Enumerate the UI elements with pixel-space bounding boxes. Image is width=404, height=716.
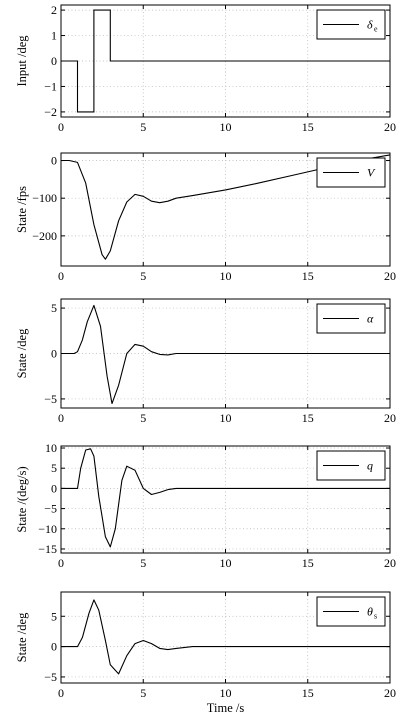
y-tick-label: −1 — [44, 79, 57, 93]
x-axis-label: Time /s — [207, 701, 245, 715]
y-tick-label: 5 — [51, 609, 57, 623]
series-line — [61, 154, 391, 260]
legend: V — [316, 157, 386, 188]
series-line — [61, 304, 390, 405]
series-line — [61, 599, 390, 675]
y-tick-label: 0 — [51, 347, 57, 361]
y-axis-label: State /(deg/s) — [15, 466, 29, 532]
legend-subscript: e — [374, 25, 378, 34]
y-tick-label: 1 — [51, 29, 57, 43]
legend-symbol: V — [367, 166, 376, 180]
x-tick-label: 10 — [220, 411, 232, 425]
y-tick-label: −100 — [32, 191, 57, 205]
y-tick-label: −2 — [44, 105, 57, 119]
legend-symbol: q — [367, 459, 373, 473]
x-tick-label: 15 — [302, 556, 314, 570]
x-tick-label: 5 — [140, 269, 146, 283]
subplot-2: 0 5 10 15 20 −200 −100 0 State /fps V — [15, 152, 396, 283]
subplot-4: 0 5 10 15 20 −15 −10 −5 0 5 10 State /(deg/s) q — [15, 441, 396, 570]
x-tick-label: 10 — [220, 120, 232, 134]
x-tick-label: 0 — [58, 269, 64, 283]
legend: α — [316, 303, 386, 334]
series-line — [61, 448, 390, 548]
y-axis-label: State /deg — [15, 328, 29, 378]
x-tick-label: 10 — [220, 556, 232, 570]
y-tick-label: 0 — [51, 640, 57, 654]
x-tick-label: 10 — [220, 686, 232, 700]
x-tick-label: 10 — [220, 269, 232, 283]
x-tick-label: 5 — [140, 120, 146, 134]
x-tick-label: 20 — [384, 269, 396, 283]
y-tick-label: 5 — [51, 301, 57, 315]
legend-symbol: θ — [367, 605, 373, 619]
y-tick-label: −10 — [38, 522, 57, 536]
legend-subscript: s — [374, 612, 377, 621]
x-tick-label: 15 — [302, 686, 314, 700]
y-tick-label: 0 — [51, 481, 57, 495]
series-line — [61, 9, 390, 113]
y-axis-label: Input /deg — [15, 35, 29, 87]
x-tick-label: 20 — [384, 556, 396, 570]
x-tick-label: 20 — [384, 120, 396, 134]
legend: q — [316, 450, 386, 481]
y-tick-label: 0 — [51, 54, 57, 68]
legend-symbol: α — [367, 312, 374, 326]
y-axis-label: State /deg — [15, 612, 29, 662]
y-tick-label: −15 — [38, 542, 57, 556]
x-tick-label: 5 — [140, 686, 146, 700]
x-tick-label: 15 — [302, 269, 314, 283]
y-tick-label: 2 — [51, 3, 57, 17]
subplot-1: 0 5 10 15 20 −2 −1 0 1 2 Input /deg δ e — [15, 3, 396, 134]
legend-symbol: δ — [367, 18, 373, 32]
x-tick-label: 5 — [140, 411, 146, 425]
x-tick-label: 0 — [58, 411, 64, 425]
x-tick-label: 15 — [302, 411, 314, 425]
x-tick-label: 0 — [58, 120, 64, 134]
x-tick-label: 0 — [58, 556, 64, 570]
y-tick-label: −200 — [32, 229, 57, 243]
x-tick-label: 20 — [384, 686, 396, 700]
y-tick-label: 10 — [45, 441, 57, 455]
y-axis-label: State /fps — [15, 186, 29, 233]
y-tick-label: −5 — [44, 670, 57, 684]
y-tick-label: −5 — [44, 392, 57, 406]
x-tick-label: 5 — [140, 556, 146, 570]
grid — [61, 153, 390, 266]
y-tick-label: −5 — [44, 502, 57, 516]
x-tick-label: 15 — [302, 120, 314, 134]
x-tick-label: 0 — [58, 686, 64, 700]
x-tick-label: 20 — [384, 411, 396, 425]
y-tick-label: 0 — [51, 154, 57, 168]
y-tick-label: 5 — [51, 461, 57, 475]
